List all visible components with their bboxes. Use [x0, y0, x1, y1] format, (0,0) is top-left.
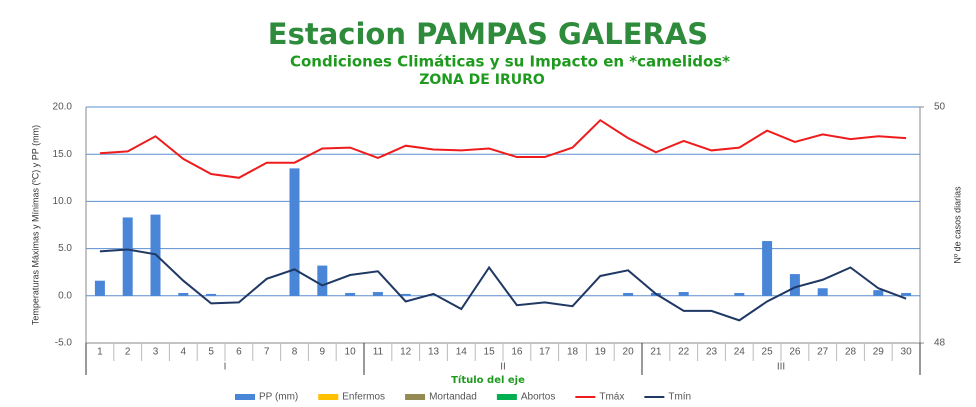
x-tick-label: 29 [873, 347, 885, 358]
chart-subtitle: Condiciones Climáticas y su Impacto en *… [290, 53, 730, 71]
bar [289, 168, 300, 296]
bar [817, 288, 828, 296]
y-axis-title: Temperaturas Máximas y Mínimas (ºC) y PP… [30, 125, 40, 325]
group-label: III [777, 362, 785, 373]
y-tick-label: 10.0 [53, 196, 73, 207]
bar [400, 293, 411, 296]
chart-subtitle: ZONA DE IRURO [419, 72, 545, 88]
legend-label: Mortandad [429, 392, 477, 403]
x-tick-label: 6 [236, 347, 242, 358]
y2-axis-title: Nº de casos diarias [952, 186, 962, 264]
x-tick-label: 4 [181, 347, 187, 358]
x-tick-label: 19 [595, 347, 607, 358]
bar [789, 274, 800, 296]
x-tick-label: 7 [264, 347, 270, 358]
x-tick-label: 10 [345, 347, 357, 358]
x-tick-label: 2 [125, 347, 131, 358]
x-tick-label: 25 [762, 347, 774, 358]
legend-label: Abortos [521, 392, 555, 403]
y2-tick-label: 50 [934, 102, 946, 113]
legend-label: Tmáx [599, 392, 624, 403]
x-tick-label: 15 [484, 347, 496, 358]
bar [178, 292, 189, 296]
line [99, 118, 907, 179]
y-tick-label: -5.0 [55, 338, 73, 349]
y-tick-label: 20.0 [53, 102, 73, 113]
bar [901, 292, 912, 296]
bar [678, 292, 689, 296]
x-tick-label: 23 [706, 347, 718, 358]
group-label: I [224, 362, 227, 373]
bar [372, 292, 383, 296]
legend-label: Enfermos [342, 392, 385, 403]
legend-swatch [496, 394, 517, 400]
legend-swatch [235, 394, 255, 400]
bar [734, 292, 745, 296]
legend-label: Tmín [668, 392, 691, 403]
bar [122, 217, 133, 296]
x-tick-label: 1 [97, 347, 103, 358]
x-tick-label: 16 [511, 347, 523, 358]
bar [94, 280, 105, 296]
x-tick-label: 9 [320, 347, 326, 358]
chart-title: Estacion PAMPAS GALERAS [268, 17, 708, 51]
x-tick-label: 17 [539, 347, 551, 358]
x-tick-label: 18 [567, 347, 579, 358]
x-tick-label: 20 [623, 347, 635, 358]
x-tick-label: 30 [901, 347, 913, 358]
x-tick-label: 24 [734, 347, 746, 358]
x-tick-label: 27 [817, 347, 829, 358]
x-tick-label: 21 [650, 347, 662, 358]
bar [317, 265, 328, 296]
x-tick-label: 3 [153, 347, 159, 358]
legend-swatch [405, 394, 426, 400]
x-axis-title: Título del eje [451, 374, 525, 386]
y-tick-label: 0.0 [58, 290, 72, 301]
y-tick-label: 15.0 [53, 149, 73, 160]
x-tick-label: 5 [208, 347, 214, 358]
legend-swatch [318, 394, 339, 400]
y2-tick-label: 48 [934, 338, 946, 349]
x-tick-label: 14 [456, 347, 468, 358]
x-tick-label: 13 [428, 347, 440, 358]
x-tick-label: 11 [373, 347, 384, 358]
group-label: II [500, 362, 506, 373]
x-tick-label: 8 [292, 347, 298, 358]
y-tick-label: 5.0 [58, 243, 72, 254]
x-tick-label: 28 [845, 347, 857, 358]
bar [345, 292, 356, 296]
bar [623, 292, 634, 296]
bar [873, 290, 884, 296]
legend-label: PP (mm) [259, 392, 298, 403]
x-tick-label: 22 [678, 347, 690, 358]
line [99, 248, 907, 322]
x-tick-label: 26 [789, 347, 801, 358]
x-tick-label: 12 [400, 347, 412, 358]
bar [206, 293, 217, 296]
bar [762, 241, 773, 296]
